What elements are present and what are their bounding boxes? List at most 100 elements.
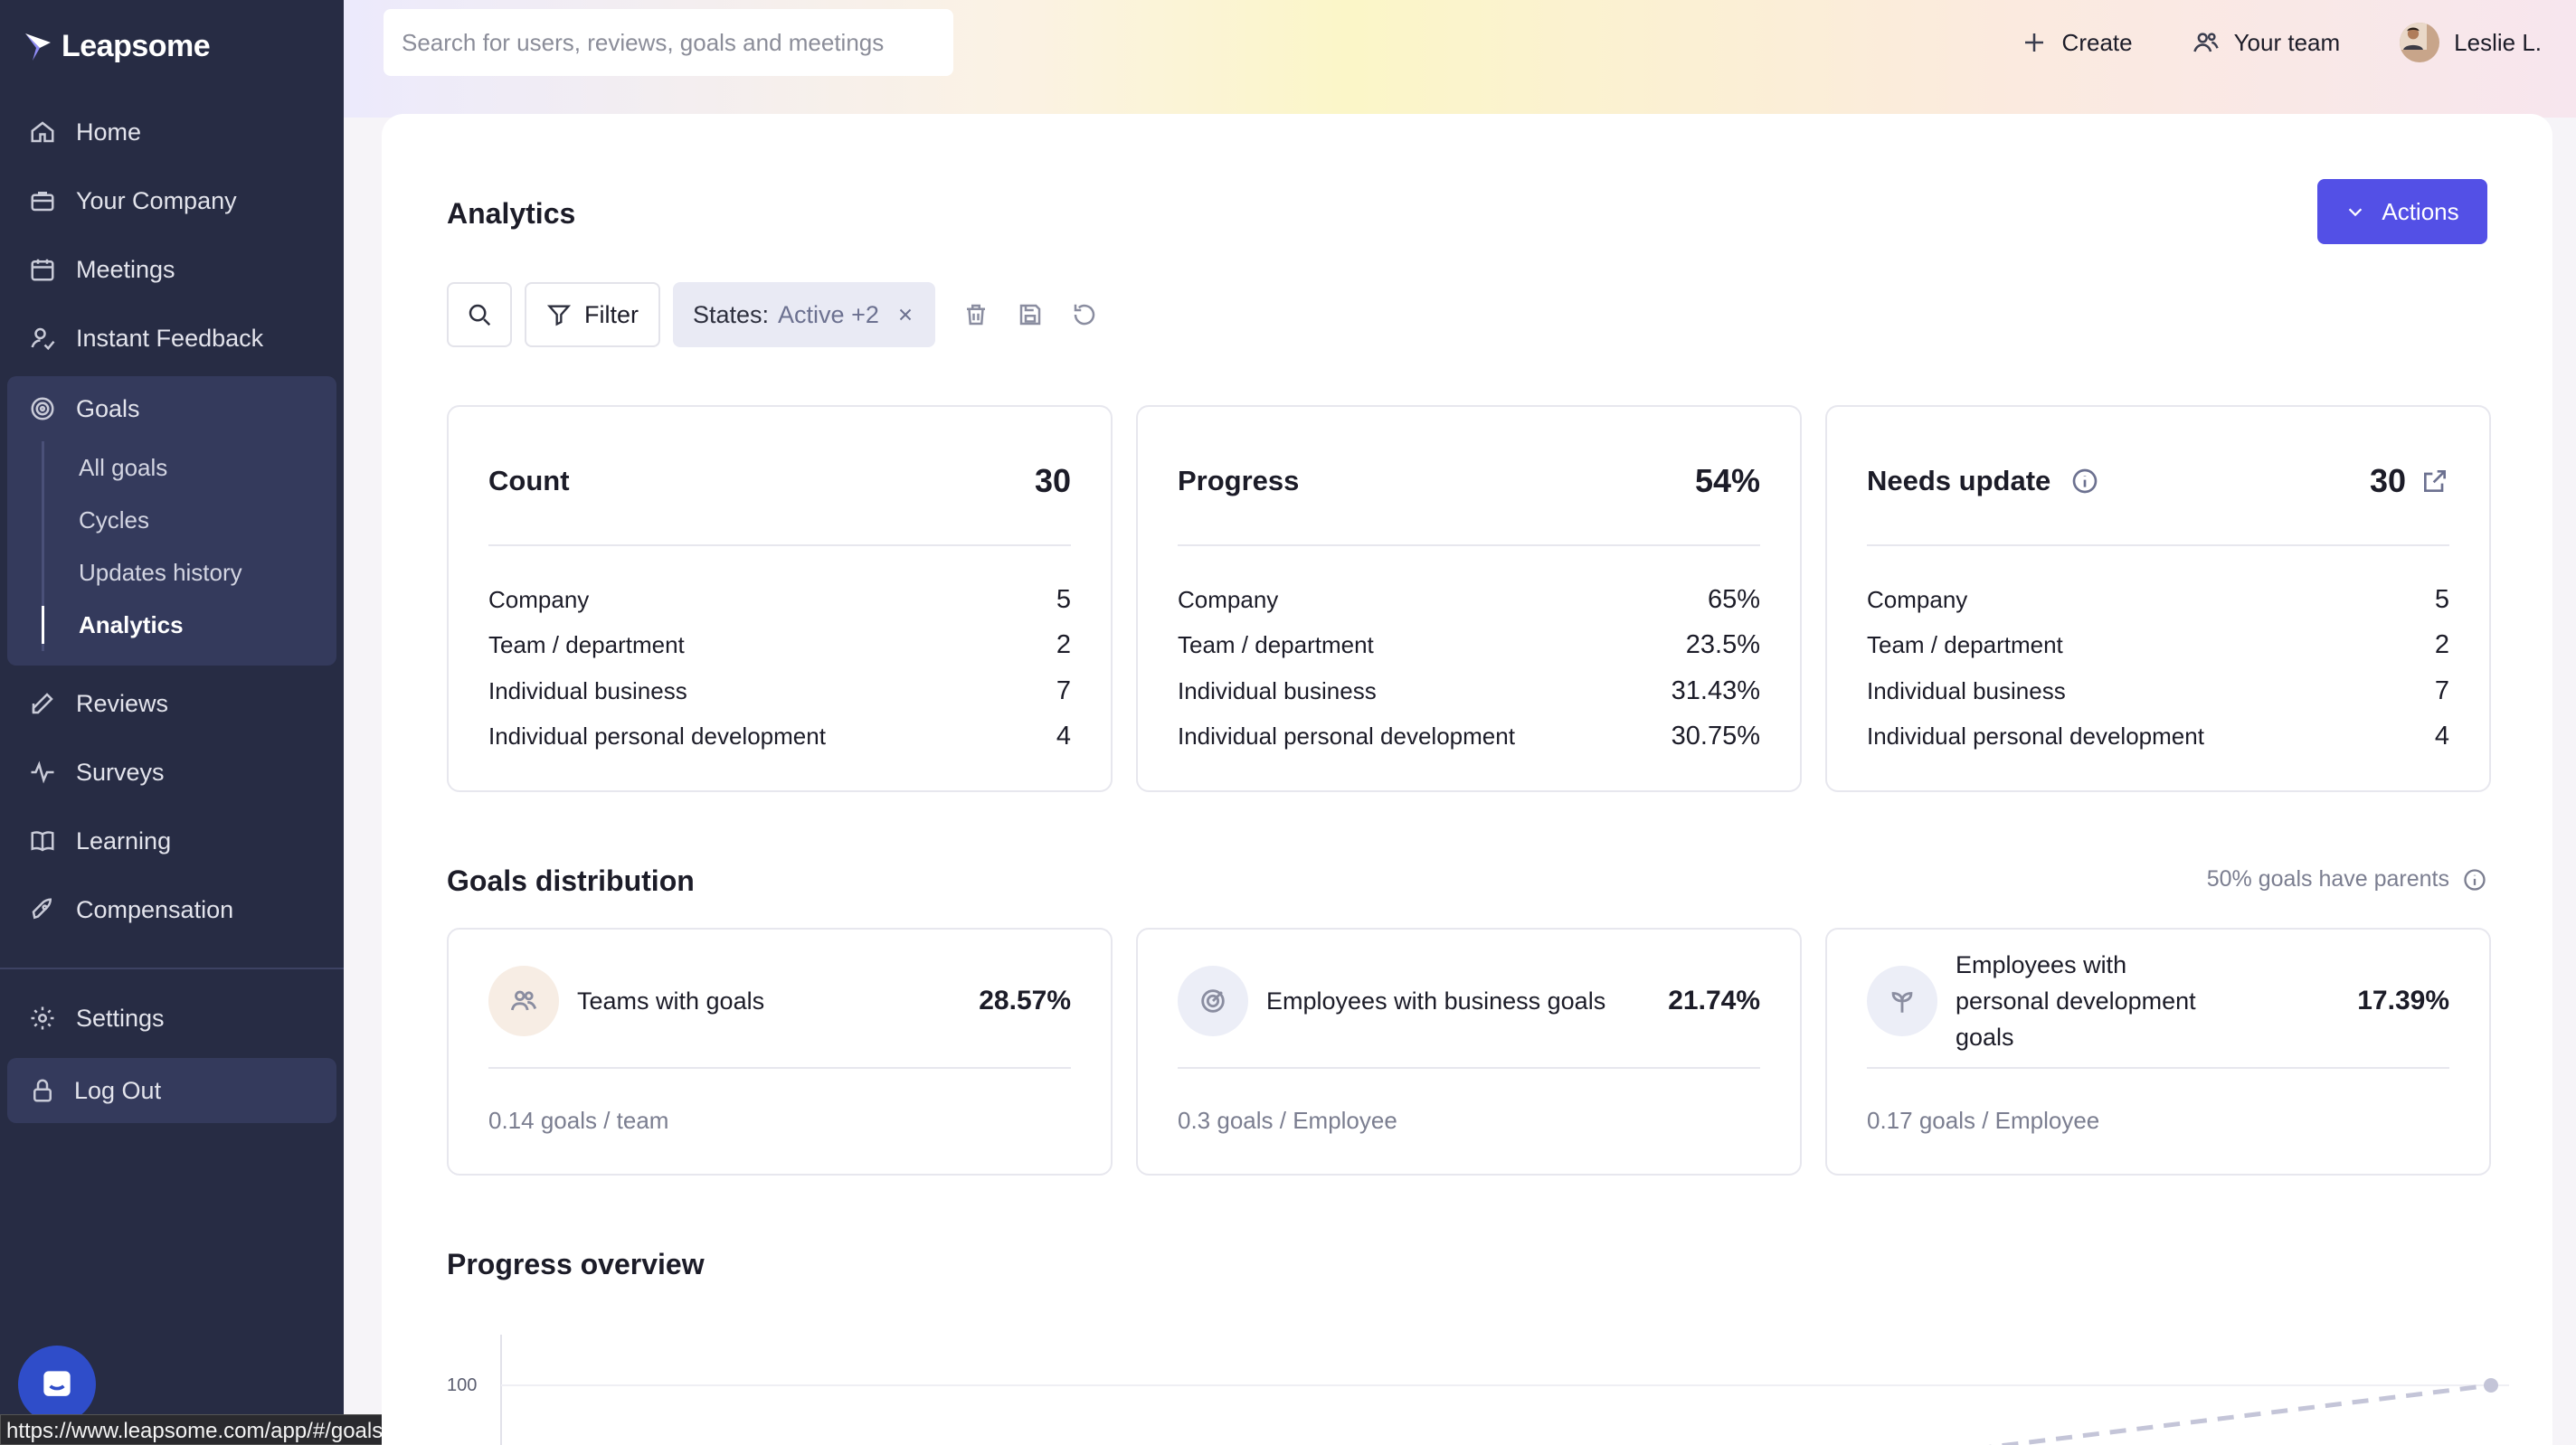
your-team-button[interactable]: Your team <box>2192 28 2341 57</box>
target-icon <box>31 397 54 420</box>
book-icon <box>31 831 54 852</box>
goals-distribution-title: Goals distribution <box>447 864 695 897</box>
dist-percent: 17.39% <box>2357 986 2449 1015</box>
progress-point[interactable] <box>2484 1378 2498 1393</box>
sidebar-item-learning[interactable]: Learning <box>0 807 344 875</box>
app-name: Leapsome <box>62 28 211 63</box>
sidebar-subitem-analytics[interactable]: Analytics <box>42 599 336 651</box>
sidebar-item-label: Instant Feedback <box>76 324 264 352</box>
external-link-icon[interactable] <box>2420 467 2449 496</box>
stat-row: Individual business 31.43% <box>1178 668 1760 714</box>
search-button[interactable] <box>447 282 512 347</box>
stat-row-label: Individual personal development <box>1867 722 2204 751</box>
chip-key: States: <box>693 300 770 328</box>
trash-icon <box>966 304 985 326</box>
progress-overview-chart: 100 <box>447 1335 2509 1445</box>
stat-total: 54% <box>1694 462 1760 499</box>
home-icon <box>31 121 54 143</box>
sidebar-group-goals: Goals All goals Cycles Updates history A… <box>7 376 336 666</box>
info-icon[interactable] <box>2462 867 2487 892</box>
filter-label: Filter <box>584 300 639 328</box>
goals-subnav: All goals Cycles Updates history Analyti… <box>42 441 336 651</box>
your-team-label: Your team <box>2233 28 2341 56</box>
lock-icon <box>33 1079 52 1102</box>
stat-row: Company 5 <box>1867 577 2449 623</box>
stat-card-progress: Progress 54% Company 65% Team / departmen… <box>1136 405 1802 792</box>
states-filter-chip[interactable]: States: Active +2 <box>673 282 935 347</box>
stat-title: Progress <box>1178 465 1300 496</box>
sidebar-item-meetings[interactable]: Meetings <box>0 235 344 304</box>
logout-button[interactable]: Log Out <box>7 1058 336 1123</box>
reset-icon <box>1074 304 1095 326</box>
chat-icon <box>43 1371 71 1396</box>
dist-percent: 28.57% <box>979 986 1071 1015</box>
save-filter-button[interactable] <box>1017 301 1044 328</box>
chat-launcher-button[interactable] <box>18 1346 96 1423</box>
sidebar-subitem-updates-history[interactable]: Updates history <box>79 558 242 586</box>
stat-row: Team / department 2 <box>488 623 1071 669</box>
stat-row: Individual business 7 <box>1867 668 2449 714</box>
progress-overview-title: Progress overview <box>447 1248 705 1280</box>
stat-row-value: 31.43% <box>1671 675 1760 705</box>
sidebar-item-home[interactable]: Home <box>0 98 344 166</box>
close-icon[interactable] <box>895 305 915 325</box>
reset-filter-button[interactable] <box>1071 301 1098 328</box>
sprout-icon <box>1867 966 1937 1036</box>
stat-row-value: 7 <box>1056 675 1071 705</box>
user-name: Leslie L. <box>2454 28 2542 56</box>
sidebar-item-label: Your Company <box>76 186 237 214</box>
delete-filter-button[interactable] <box>962 301 990 328</box>
sidebar-item-reviews[interactable]: Reviews <box>0 669 344 738</box>
divider <box>1867 544 2449 546</box>
sidebar-item-surveys[interactable]: Surveys <box>0 738 344 807</box>
leapsome-logo[interactable]: Leapsome <box>22 24 211 69</box>
stat-row-label: Company <box>1867 585 1968 613</box>
filter-button[interactable]: Filter <box>525 282 660 347</box>
sidebar-item-settings[interactable]: Settings <box>0 984 344 1053</box>
parents-note: 50% goals have parents <box>2207 866 2487 892</box>
sidebar-item-label: Compensation <box>76 895 234 923</box>
page-title: Analytics <box>447 197 576 230</box>
divider <box>1178 544 1760 546</box>
stat-row-label: Individual personal development <box>1178 722 1515 751</box>
chip-value: Active +2 <box>778 300 879 328</box>
avatar <box>2400 23 2440 62</box>
parents-note-text: 50% goals have parents <box>2206 866 2449 892</box>
sidebar-subitem-all-goals[interactable]: All goals <box>79 453 168 481</box>
sidebar-item-instant-feedback[interactable]: Instant Feedback <box>0 304 344 373</box>
sidebar-item-your-company[interactable]: Your Company <box>0 166 344 235</box>
filter-toolbar: Filter States: Active +2 <box>447 282 1098 347</box>
global-search-input[interactable]: Search for users, reviews, goals and mee… <box>384 9 953 76</box>
stat-card-needs-update: Needs update 30 Company 5 Team / departme… <box>1825 405 2491 792</box>
stat-row-value: 5 <box>2434 584 2449 614</box>
stat-row-label: Company <box>488 585 590 613</box>
calendar-icon <box>31 259 54 281</box>
stat-row-value: 4 <box>1056 722 1071 751</box>
create-button[interactable]: Create <box>2021 29 2133 57</box>
actions-button[interactable]: Actions <box>2317 179 2487 244</box>
sidebar-item-label: Learning <box>76 826 172 855</box>
sidebar-subitem-cycles[interactable]: Cycles <box>79 505 150 534</box>
sidebar-item-goals[interactable]: Goals <box>7 376 336 441</box>
topbar: Search for users, reviews, goals and mee… <box>344 0 2576 118</box>
user-menu[interactable]: Leslie L. <box>2400 23 2542 62</box>
info-icon[interactable] <box>2070 467 2099 496</box>
stat-title: Count <box>488 465 570 496</box>
sidebar-item-compensation[interactable]: Compensation <box>0 875 344 944</box>
plus-icon <box>2024 33 2043 52</box>
stat-row-value: 30.75% <box>1671 722 1760 751</box>
stat-row: Individual business 7 <box>488 668 1071 714</box>
stat-row-label: Individual personal development <box>488 722 826 751</box>
dist-card-personal: Employees with personal development goal… <box>1825 928 2491 1176</box>
pulse-icon <box>31 760 54 784</box>
save-icon <box>1019 304 1041 326</box>
divider <box>1178 1067 1760 1069</box>
leapsome-logo-icon <box>25 33 51 61</box>
sidebar-divider <box>0 968 344 969</box>
stat-row: Company 5 <box>488 577 1071 623</box>
sidebar-item-label: Goals <box>76 394 140 422</box>
gear-icon <box>31 1006 54 1030</box>
dist-footnote: 0.14 goals / team <box>488 1107 669 1134</box>
y-tick-label: 100 <box>447 1375 477 1395</box>
search-icon <box>469 304 491 326</box>
